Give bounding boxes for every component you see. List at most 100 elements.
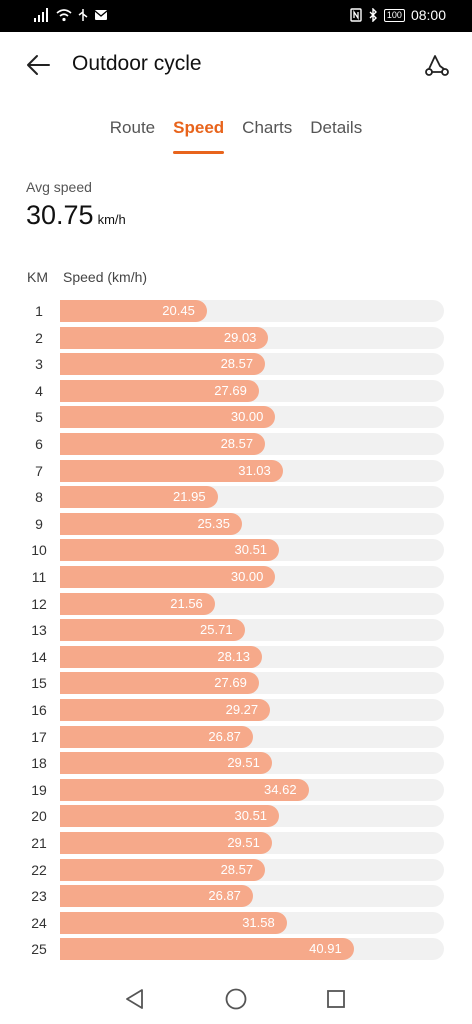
row-km-label: 11 xyxy=(31,569,47,585)
speed-bar: 30.51 xyxy=(60,539,280,562)
bar-track: 27.69 xyxy=(60,379,444,402)
bar-track: 29.51 xyxy=(60,752,444,775)
speed-bar: 26.87 xyxy=(60,725,253,748)
speed-bar: 25.71 xyxy=(60,619,245,642)
row-km-label: 3 xyxy=(35,356,43,373)
signal-icon xyxy=(34,8,48,22)
bar-track: 26.87 xyxy=(60,725,444,748)
bar-track: 27.69 xyxy=(60,672,444,695)
speed-bar: 29.51 xyxy=(60,752,272,775)
tab-speed[interactable]: Speed xyxy=(173,112,225,154)
speed-bar: 29.03 xyxy=(60,326,269,349)
speed-bar: 30.00 xyxy=(60,566,276,588)
speed-row: 7 31.03 xyxy=(0,459,472,482)
speed-row: 22 28.57 xyxy=(0,858,472,881)
speed-bar-value: 29.51 xyxy=(227,755,260,771)
speed-row: 16 29.27 xyxy=(0,699,472,721)
tab-bar: Route Speed Charts Details xyxy=(0,112,472,154)
speed-row: 8 21.95 xyxy=(0,486,472,509)
tab-charts[interactable]: Charts xyxy=(242,118,293,137)
speed-bar-value: 29.03 xyxy=(223,329,257,345)
bar-track: 30.51 xyxy=(60,539,444,562)
recents-square-icon xyxy=(327,990,345,1008)
speed-row: 25 40.91 xyxy=(0,938,472,961)
avg-speed-unit: km/h xyxy=(97,212,126,227)
speed-bar-chart[interactable]: 1 20.45 2 29.03 3 28.57 4 27.69 5 30.00 6 28.57 7 31.… xyxy=(0,300,472,972)
nav-back-button[interactable] xyxy=(122,986,148,1012)
bar-track: 28.13 xyxy=(60,645,444,668)
speed-row: 11 30.00 xyxy=(0,566,472,588)
speed-bar: 31.03 xyxy=(60,459,283,482)
bar-track: 28.57 xyxy=(60,433,444,455)
bar-track: 20.45 xyxy=(60,300,444,322)
speed-row: 9 25.35 xyxy=(0,512,472,535)
column-header-speed: Speed (km/h) xyxy=(63,269,148,285)
speed-row: 5 30.00 xyxy=(0,406,472,429)
column-header-km: KM xyxy=(27,269,48,285)
route-button[interactable] xyxy=(420,48,454,82)
status-left-icons xyxy=(34,8,108,22)
speed-bar: 30.51 xyxy=(60,805,280,828)
speed-bar: 31.58 xyxy=(60,911,287,934)
bar-track: 31.03 xyxy=(60,459,444,482)
avg-speed-value-line: 30.75 km/h xyxy=(26,200,126,231)
bar-track: 26.87 xyxy=(60,885,444,908)
speed-bar-value: 25.35 xyxy=(197,515,230,531)
speed-row: 17 26.87 xyxy=(0,725,472,748)
row-km-label: 7 xyxy=(35,462,43,479)
speed-bar-value: 29.27 xyxy=(225,702,259,717)
back-triangle-icon xyxy=(126,989,143,1009)
speed-bar-value: 20.45 xyxy=(162,303,195,318)
speed-bar-value: 30.51 xyxy=(234,808,268,824)
mail-icon xyxy=(94,10,108,20)
arrow-left-icon xyxy=(27,55,50,75)
tab-route[interactable]: Route xyxy=(109,118,156,137)
row-km-label: 4 xyxy=(35,382,43,399)
bar-track: 29.27 xyxy=(60,699,444,721)
row-km-label: 20 xyxy=(31,808,47,825)
row-km-label: 13 xyxy=(31,622,47,639)
bar-track: 40.91 xyxy=(60,938,444,961)
back-button[interactable] xyxy=(20,49,56,81)
speed-row: 21 29.51 xyxy=(0,832,472,854)
speed-bar-value: 34.62 xyxy=(264,781,297,797)
avg-speed-value: 30.75 xyxy=(26,200,94,230)
row-km-label: 21 xyxy=(31,835,47,851)
speed-row: 15 27.69 xyxy=(0,672,472,695)
row-km-label: 19 xyxy=(31,781,47,798)
speed-bar-value: 21.56 xyxy=(170,595,203,611)
row-km-label: 2 xyxy=(35,329,43,346)
speed-row: 1 20.45 xyxy=(0,300,472,322)
speed-row: 6 28.57 xyxy=(0,433,472,455)
row-km-label: 1 xyxy=(35,303,43,319)
speed-row: 4 27.69 xyxy=(0,379,472,402)
row-km-label: 8 xyxy=(35,489,43,506)
system-nav-bar xyxy=(0,972,472,1024)
tab-details[interactable]: Details xyxy=(310,118,363,137)
row-km-label: 9 xyxy=(35,515,43,532)
speed-bar: 30.00 xyxy=(60,406,276,429)
row-km-label: 25 xyxy=(31,941,47,958)
speed-bar: 20.45 xyxy=(60,300,207,322)
speed-bar: 27.69 xyxy=(60,379,259,402)
bluetooth-icon xyxy=(369,8,377,22)
bar-track: 21.56 xyxy=(60,592,444,615)
speed-bar-value: 30.00 xyxy=(230,569,264,584)
speed-bar-value: 27.69 xyxy=(214,382,247,398)
row-km-label: 24 xyxy=(31,914,47,931)
row-km-label: 6 xyxy=(35,436,43,452)
nav-home-button[interactable] xyxy=(223,986,249,1012)
status-time: 08:00 xyxy=(410,7,446,23)
bar-track: 30.51 xyxy=(60,805,444,828)
row-km-label: 23 xyxy=(31,888,47,905)
speed-row: 18 29.51 xyxy=(0,752,472,775)
bar-track: 29.03 xyxy=(60,326,444,349)
speed-bar-value: 28.57 xyxy=(220,436,254,451)
speed-bar-value: 28.13 xyxy=(217,648,250,664)
nav-recents-button[interactable] xyxy=(323,986,349,1012)
speed-row: 3 28.57 xyxy=(0,353,472,376)
speed-bar: 28.57 xyxy=(60,353,266,376)
speed-bar-value: 28.57 xyxy=(220,861,254,877)
bar-track: 31.58 xyxy=(60,911,444,934)
speed-row: 2 29.03 xyxy=(0,326,472,349)
